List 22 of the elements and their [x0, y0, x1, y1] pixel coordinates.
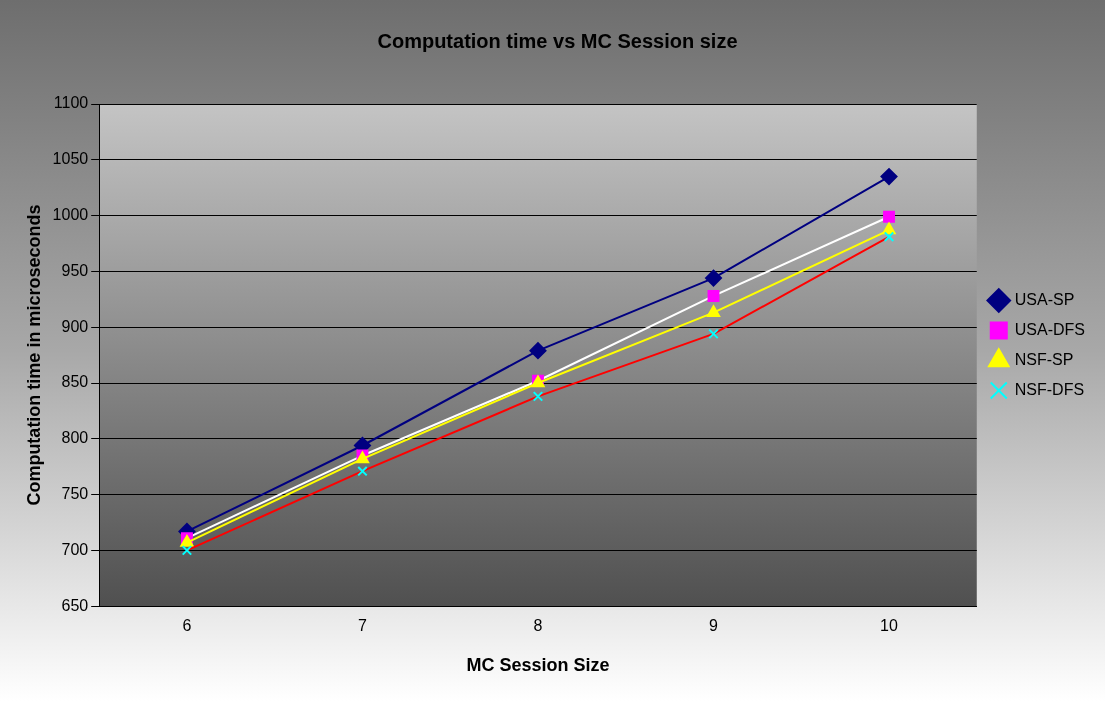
- chart-title: Computation time vs MC Session size: [377, 29, 738, 52]
- x-tick-label: 9: [709, 617, 719, 635]
- legend-label: NSF-SP: [1014, 350, 1074, 368]
- x-tick-label: 8: [533, 617, 543, 635]
- y-tick-label: 950: [61, 261, 89, 279]
- y-tick-label: 1100: [53, 94, 89, 112]
- x-tick-label: 6: [182, 617, 192, 635]
- x-axis-title: MC Session Size: [466, 655, 610, 676]
- y-tick-label: 1000: [52, 206, 89, 224]
- y-axis-title: Computation time in microseconds: [23, 204, 44, 506]
- y-tick-label: 850: [61, 373, 89, 391]
- y-tick-label: 1050: [52, 150, 89, 168]
- y-tick-label: 900: [61, 317, 89, 335]
- legend-label: NSF-DFS: [1014, 380, 1085, 398]
- y-tick-label: 700: [61, 540, 89, 558]
- x-tick-label: 7: [358, 617, 368, 635]
- x-tick-label: 10: [880, 617, 899, 635]
- y-tick-label: 650: [61, 596, 89, 614]
- legend-label: USA-DFS: [1014, 320, 1086, 338]
- y-tick-label: 800: [61, 429, 89, 447]
- y-tick-label: 750: [61, 485, 89, 503]
- legend-label: USA-SP: [1014, 290, 1075, 308]
